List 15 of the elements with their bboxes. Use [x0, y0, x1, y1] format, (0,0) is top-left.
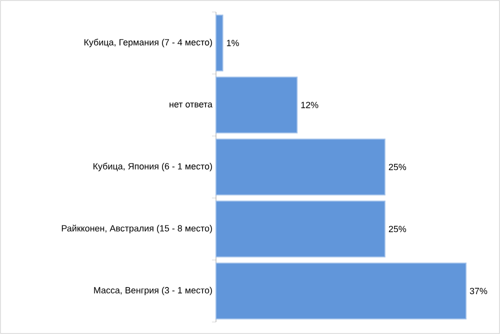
- y-tick-label: Райкконен, Австралия (15 - 8 место): [62, 224, 212, 234]
- data-label: 12%: [301, 102, 318, 108]
- data-label: 25%: [388, 226, 406, 232]
- bar: [216, 76, 298, 134]
- data-label: 37%: [470, 288, 488, 294]
- data-label: 25%: [388, 164, 406, 170]
- bar: [216, 262, 467, 320]
- data-label: 1%: [226, 40, 239, 46]
- y-tick-label: нет ответа: [170, 102, 212, 108]
- bar: [216, 138, 386, 196]
- bar: [216, 14, 224, 72]
- bar: [216, 200, 386, 258]
- y-tick-label: Кубица, Германия (7 - 4 место): [84, 38, 212, 48]
- y-tick-label: Масса, Венгрия (3 - 1 место): [94, 286, 212, 296]
- y-tick-label: Кубица, Япония (6 - 1 место): [94, 162, 212, 172]
